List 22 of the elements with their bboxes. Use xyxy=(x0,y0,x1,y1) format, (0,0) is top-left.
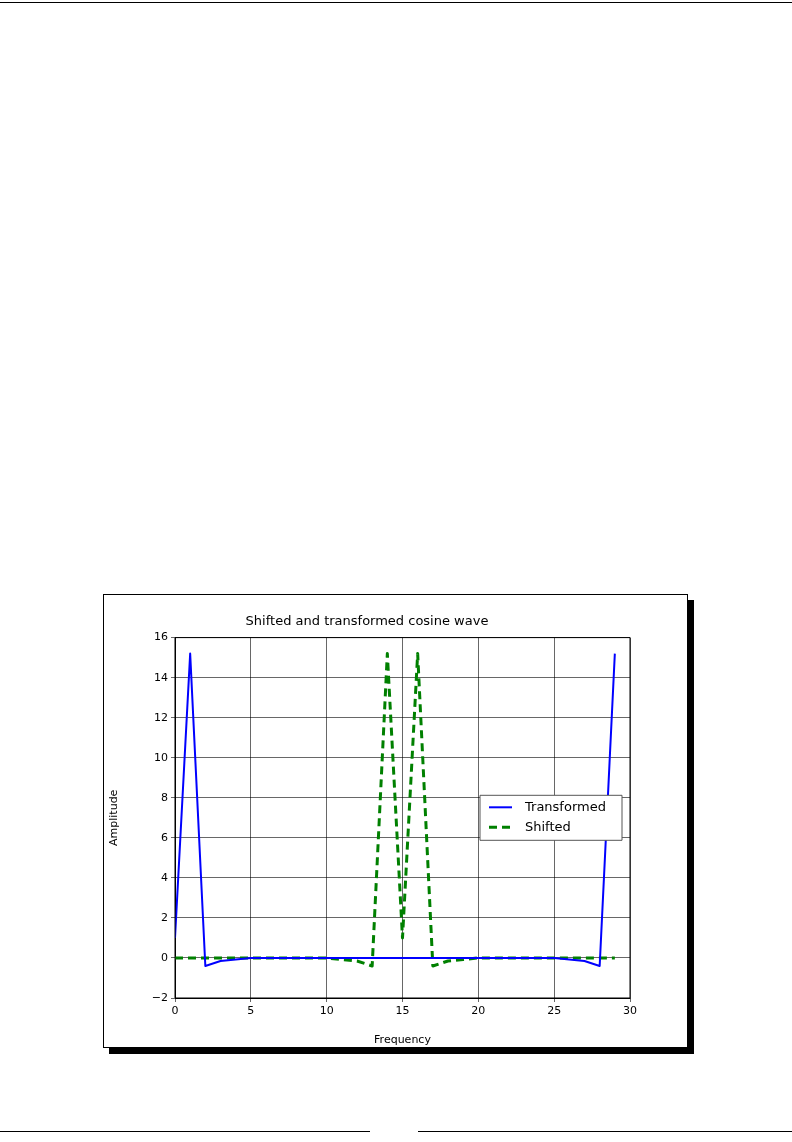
y-axis-title: Amplitude xyxy=(107,789,121,846)
x-tick-label: 20 xyxy=(471,1004,486,1018)
x-axis-title: Frequency xyxy=(374,1033,432,1047)
x-tick-label: 10 xyxy=(319,1004,334,1018)
y-tick-label: −2 xyxy=(151,990,168,1004)
x-tick-label: 25 xyxy=(547,1004,562,1018)
y-tick-label: 14 xyxy=(154,670,168,684)
y-tick-label: 6 xyxy=(161,830,168,844)
x-tick-label: 5 xyxy=(247,1004,255,1018)
x-tick-label: 15 xyxy=(395,1004,410,1018)
chart-title: Shifted and transformed cosine wave xyxy=(245,613,489,629)
y-tick-label: 12 xyxy=(154,710,168,724)
x-tick-label: 30 xyxy=(623,1004,637,1018)
y-tick-label: 8 xyxy=(161,790,168,804)
x-tick-label: 0 xyxy=(171,1004,179,1018)
y-tick-label: 2 xyxy=(161,910,168,924)
legend-label: Shifted xyxy=(525,818,571,834)
y-tick-label: 10 xyxy=(154,750,168,764)
y-tick-label: 16 xyxy=(154,630,168,644)
y-tick-label: 0 xyxy=(161,950,168,964)
y-tick-label: 4 xyxy=(161,870,168,884)
legend-label: Transformed xyxy=(524,798,606,814)
